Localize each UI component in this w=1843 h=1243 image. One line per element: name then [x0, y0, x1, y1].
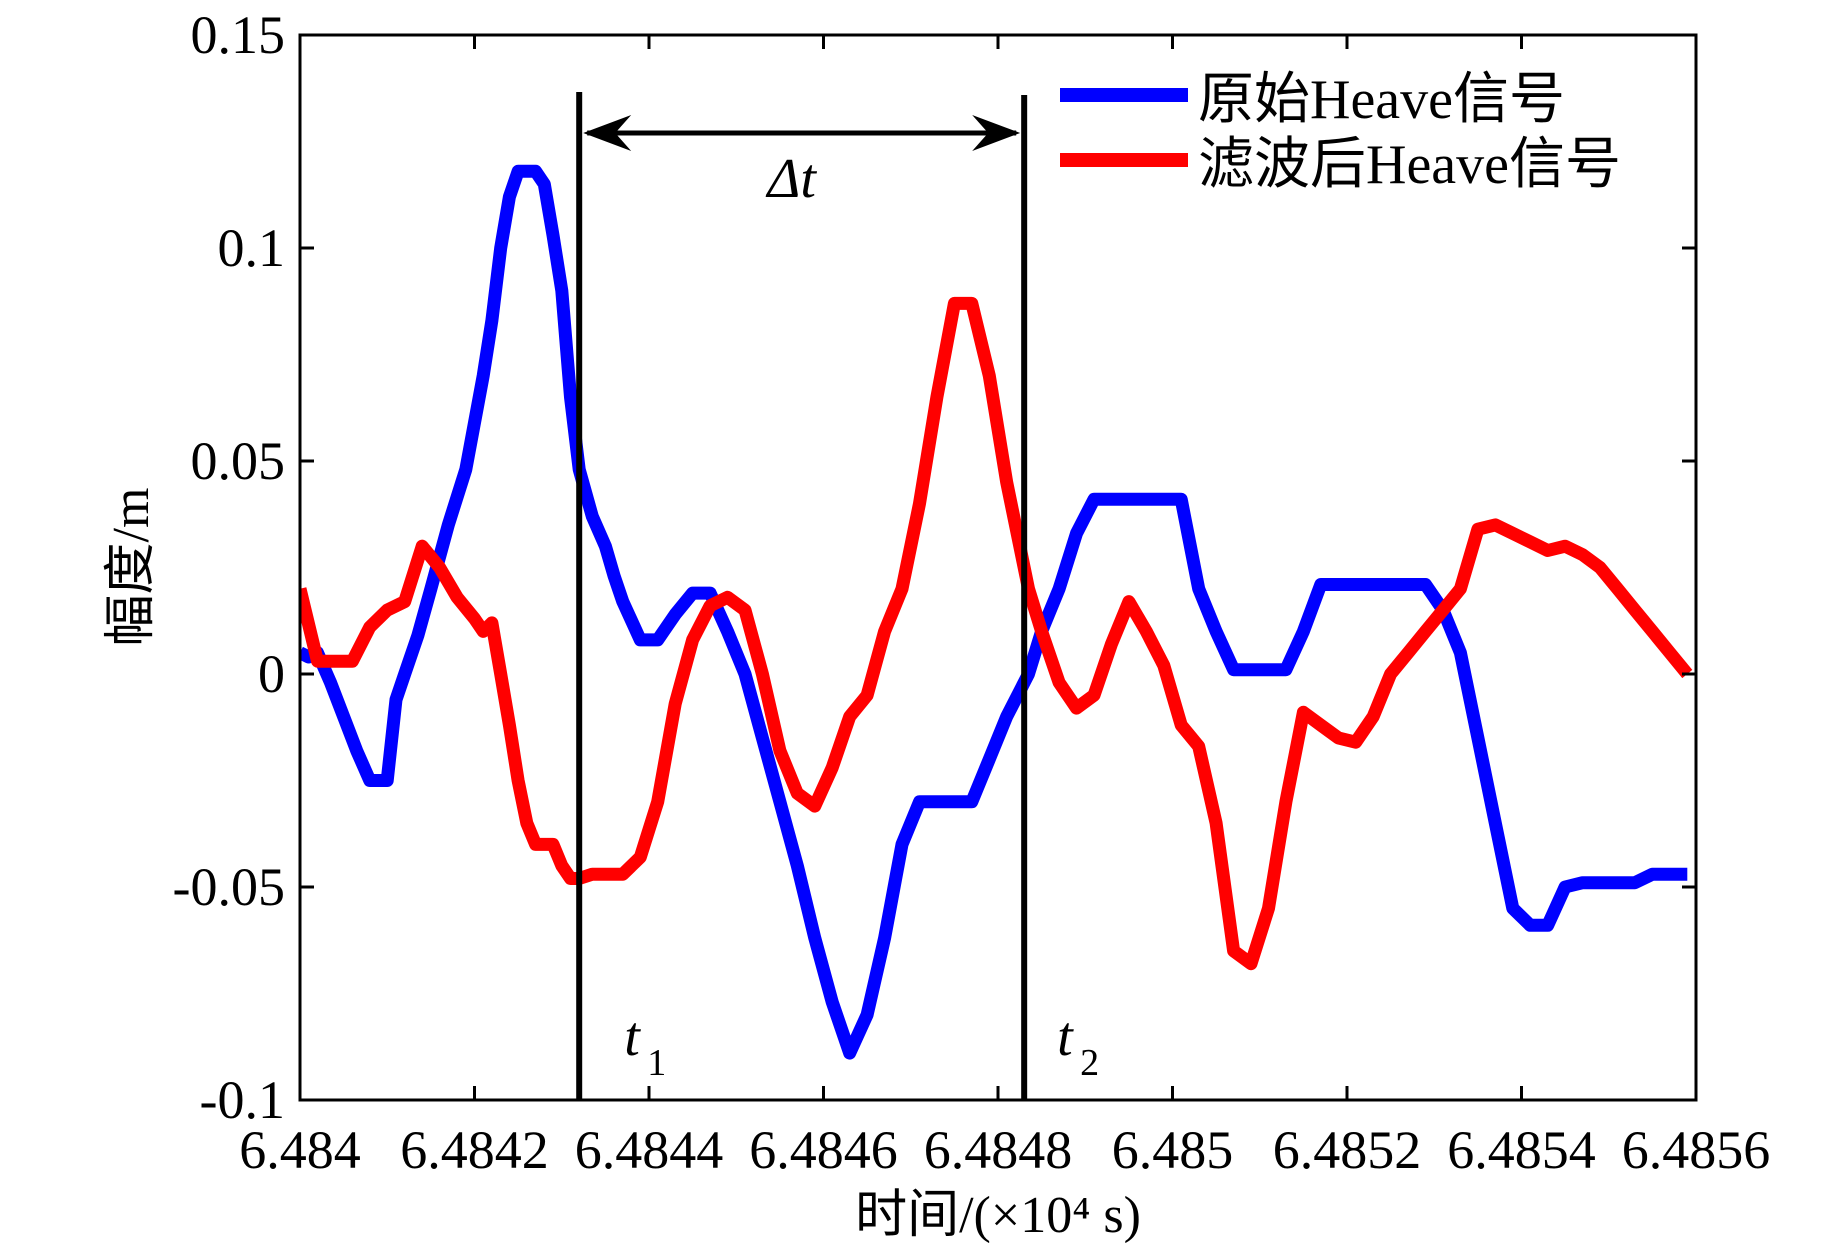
x-tick-label: 6.484 — [239, 1120, 361, 1180]
ticks-layer: 6.484 6.4842 6.4844 6.4846 6.4848 6.485 6.4852… — [173, 5, 1771, 1180]
series-layer — [300, 164, 1693, 1060]
annotation-layer: Δtt 1 t 2 — [576, 92, 1099, 1100]
x-tick-label: 6.4854 — [1447, 1120, 1596, 1180]
legend: 原始Heave信号 滤波后Heave信号 — [1060, 69, 1621, 196]
t2-label-subscript: 2 — [1080, 1042, 1099, 1084]
y-tick-label: 0.05 — [191, 431, 286, 491]
plot-area — [300, 164, 1693, 1060]
y-tick-label: 0.15 — [191, 5, 286, 65]
y-tick-label: 0 — [258, 644, 285, 704]
x-tick-label: 6.4844 — [575, 1120, 724, 1180]
t1-label: t — [624, 1006, 641, 1068]
y-tick-label: 0.1 — [218, 218, 286, 278]
y-tick-label: -0.1 — [200, 1070, 285, 1130]
x-tick-label: 6.4848 — [924, 1120, 1073, 1180]
delta-t-label: Δt — [765, 148, 817, 210]
x-tick-label: 6.4846 — [749, 1120, 898, 1180]
legend-label-original: 原始Heave信号 — [1198, 69, 1565, 131]
y-axis-title: 幅度/m — [103, 488, 160, 647]
x-axis-title: 时间/(×10⁴ s) — [855, 1187, 1141, 1243]
y-tick-label: -0.05 — [173, 857, 285, 917]
series-line-0 — [300, 164, 1688, 1060]
t1-label-subscript: 1 — [647, 1042, 666, 1084]
x-tick-label: 6.4852 — [1273, 1120, 1422, 1180]
x-tick-label: 6.485 — [1112, 1120, 1234, 1180]
x-tick-label: 6.4856 — [1622, 1120, 1771, 1180]
series-line-1 — [300, 296, 1693, 971]
delta-t-arrowhead-left — [583, 114, 632, 151]
delta-t-arrowhead-right — [972, 114, 1021, 151]
t2-label: t — [1057, 1006, 1074, 1068]
x-tick-label: 6.4842 — [400, 1120, 549, 1180]
legend-label-filtered: 滤波后Heave信号 — [1198, 134, 1621, 196]
